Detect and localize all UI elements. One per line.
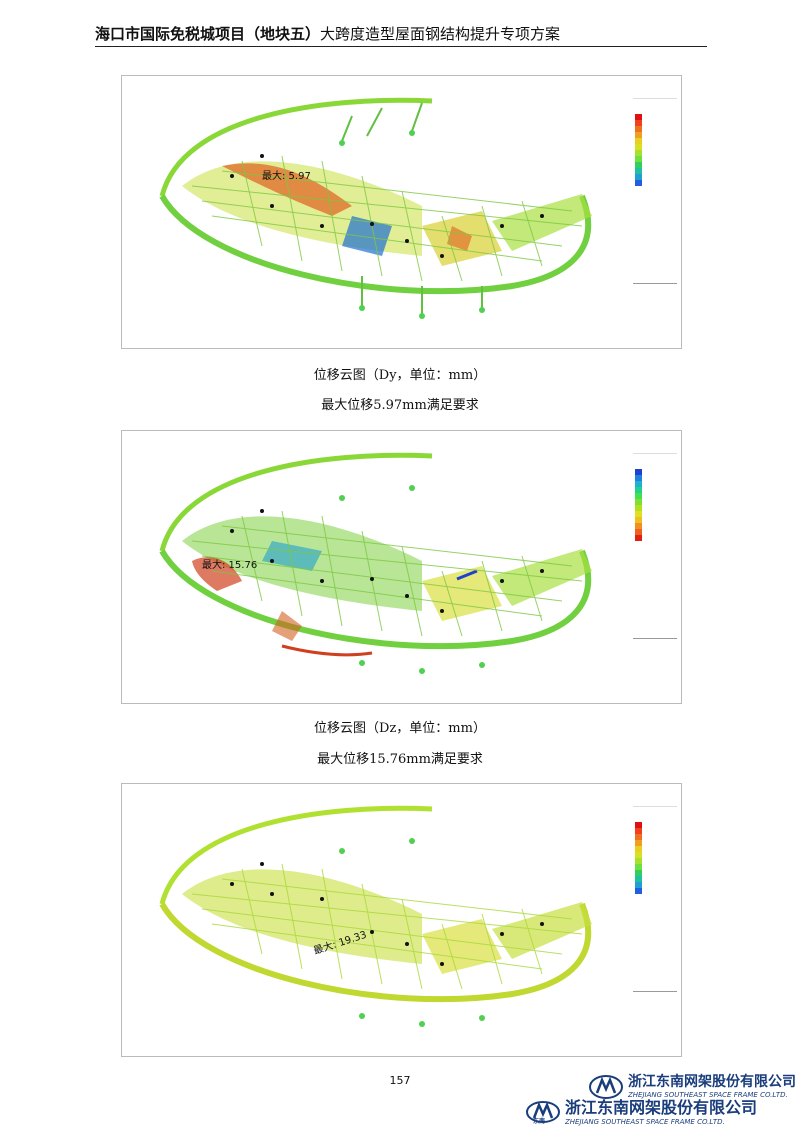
axes-icon — [633, 786, 682, 1057]
page-number: 157 — [389, 1074, 411, 1087]
color-legend — [633, 433, 677, 701]
max-annotation: 最大: 5.97 — [262, 171, 311, 182]
figure-1-caption: 位移云图（Dy，单位：mm） — [313, 368, 487, 383]
company-name-en: ZHEJIANG SOUTHEAST SPACE FRAME CO.LTD. — [565, 1118, 725, 1126]
legend-band — [635, 168, 642, 174]
legend-band — [635, 180, 642, 186]
legend-band — [635, 888, 642, 894]
axes-icon — [633, 78, 682, 349]
structure-render — [159, 452, 592, 674]
structure-render — [159, 805, 592, 1027]
legend-band — [635, 535, 642, 541]
legend-band — [635, 493, 642, 499]
legend-band — [635, 876, 642, 882]
legend-band — [635, 523, 642, 529]
legend-band — [635, 834, 642, 840]
company-logo-footer: 东南 浙江东南网架股份有限公司 ZHEJIANG SOUTHEAST SPACE… — [525, 1100, 785, 1128]
figure-2-note: 最大位移15.76mm满足要求 — [317, 752, 483, 767]
legend-band — [635, 828, 642, 834]
legend-bands — [635, 469, 642, 541]
legend-band — [635, 870, 642, 876]
legend-band — [635, 156, 642, 162]
legend-band — [635, 487, 642, 493]
legend-band — [635, 882, 642, 888]
legend-band — [635, 511, 642, 517]
company-mark-text: 东南 — [533, 1118, 546, 1125]
legend-band — [635, 858, 642, 864]
legend-band — [635, 499, 642, 505]
company-name-en: ZHEJIANG SOUTHEAST SPACE FRAME CO.LTD. — [628, 1091, 788, 1099]
legend-band — [635, 481, 642, 487]
legend-band — [635, 144, 642, 150]
legend-band — [635, 505, 642, 511]
color-legend — [633, 78, 677, 346]
legend-band — [635, 822, 642, 828]
legend-band — [635, 114, 642, 120]
company-mark-icon — [589, 1075, 623, 1099]
legend-band — [635, 864, 642, 870]
header-title-bold: 海口市国际免税城项目（地块五） — [95, 25, 321, 43]
legend-band — [635, 846, 642, 852]
figure-1-note: 最大位移5.97mm满足要求 — [321, 398, 479, 413]
legend-band — [635, 132, 642, 138]
figure-dy-displacement: 最大: 5.97 — [121, 75, 682, 349]
legend-band — [635, 840, 642, 846]
legend-band — [635, 475, 642, 481]
legend-band — [635, 126, 642, 132]
axes-icon — [633, 433, 682, 704]
max-annotation: 最大: 15.76 — [202, 560, 258, 571]
legend-band — [635, 529, 642, 535]
page-header: 海口市国际免税城项目（地块五）大跨度造型屋面钢结构提升专项方案 — [95, 24, 707, 47]
legend-band — [635, 174, 642, 180]
company-mark-icon — [526, 1101, 560, 1123]
legend-band — [635, 138, 642, 144]
legend-band — [635, 852, 642, 858]
legend-band — [635, 517, 642, 523]
color-legend — [633, 786, 677, 1054]
company-name-cn: 浙江东南网架股份有限公司 — [565, 1098, 758, 1117]
figure-dz-displacement: 最大: 15.76 — [121, 430, 682, 704]
legend-band — [635, 150, 642, 156]
company-name-cn: 浙江东南网架股份有限公司 — [628, 1074, 796, 1090]
figure-2-caption: 位移云图（Dz，单位：mm） — [314, 721, 486, 736]
structure-render — [159, 97, 592, 319]
company-logo: 浙江东南网架股份有限公司 ZHEJIANG SOUTHEAST SPACE FR… — [588, 1074, 798, 1102]
legend-band — [635, 120, 642, 126]
legend-band — [635, 469, 642, 475]
legend-bands — [635, 822, 642, 894]
legend-band — [635, 162, 642, 168]
legend-bands — [635, 114, 642, 186]
header-title-rest: 大跨度造型屋面钢结构提升专项方案 — [320, 25, 561, 43]
figure-total-displacement: 最大: 19.33 — [121, 783, 682, 1057]
